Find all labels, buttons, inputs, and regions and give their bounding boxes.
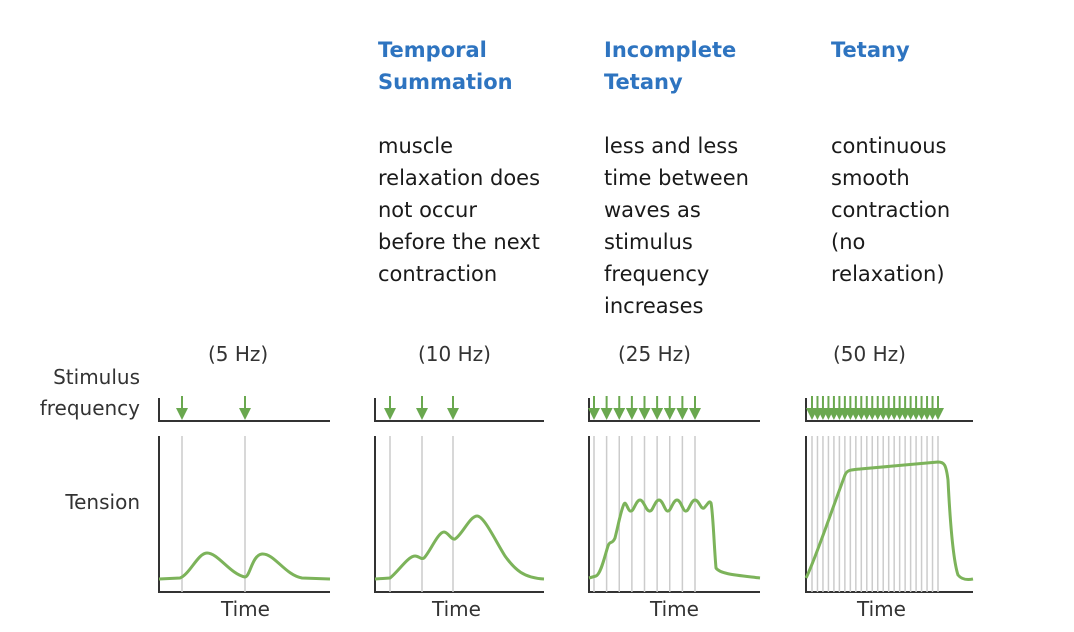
stimulus-axis — [588, 398, 760, 422]
stimulus-axis — [805, 398, 973, 422]
tension-curve — [588, 498, 761, 580]
tension-curve — [374, 514, 545, 581]
tension-label: Tension — [65, 490, 140, 514]
frequency-label-5hz: (5 Hz) — [208, 342, 269, 366]
frequency-label-25hz: (25 Hz) — [618, 342, 691, 366]
panel-description-temporal-summation: muscle relaxation does not occur before … — [378, 134, 541, 286]
stimulus-marks-25hz — [588, 396, 701, 592]
stimulus-frequency-label: Stimulus frequency — [20, 362, 140, 424]
tension-axis — [805, 436, 973, 593]
time-label-3: Time — [650, 597, 699, 621]
panel-heading-incomplete-tetany: Incomplete Tetany — [604, 38, 737, 94]
stimulus-axis — [158, 398, 330, 422]
time-label-2: Time — [432, 597, 481, 621]
stimulus-axis — [374, 398, 544, 422]
frequency-label-10hz: (10 Hz) — [418, 342, 491, 366]
panel-25hz — [588, 396, 761, 593]
time-label-1: Time — [221, 597, 270, 621]
panel-heading-tetany: Tetany — [831, 38, 910, 62]
frequency-label-50hz: (50 Hz) — [833, 342, 906, 366]
tension-axis — [158, 436, 330, 593]
panel-description-incomplete-tetany: less and less time between waves as stim… — [604, 134, 749, 318]
panel-5hz — [158, 396, 331, 593]
tension-axis — [374, 436, 544, 593]
time-label-4: Time — [857, 597, 906, 621]
tension-curve — [804, 460, 974, 581]
panel-description-tetany: continuous smooth contraction (no relaxa… — [831, 134, 951, 286]
stimulus-marks-50hz — [806, 396, 944, 592]
tension-axis — [588, 436, 760, 593]
panel-heading-temporal-summation: Temporal Summation — [378, 38, 513, 94]
tension-curve — [158, 551, 331, 581]
stimulus-label-line2: frequency — [39, 396, 140, 420]
panel-10hz — [374, 396, 545, 593]
stimulus-label-line1: Stimulus — [53, 365, 140, 389]
panel-50hz — [804, 396, 974, 593]
